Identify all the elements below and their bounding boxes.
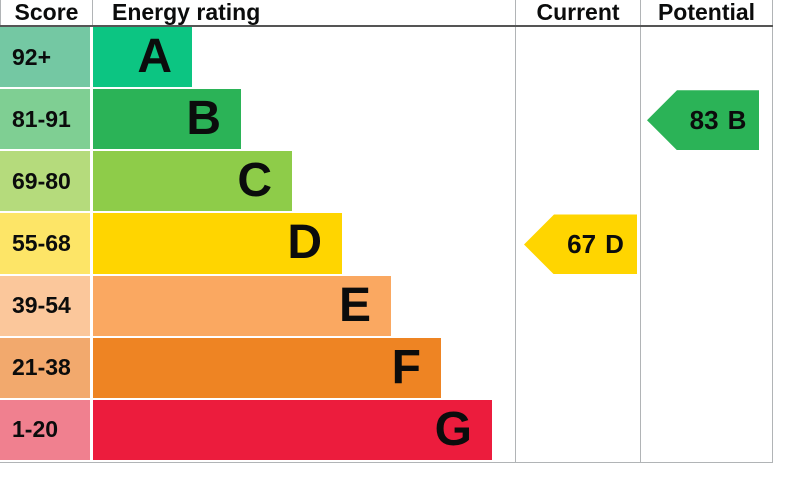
band-bar-zone-d: D <box>93 213 515 276</box>
band-letter-d: D <box>287 216 322 270</box>
band-row-c: 69-80 C <box>0 151 773 214</box>
potential-cell-f <box>640 337 773 400</box>
current-cell-d: 67 D <box>515 213 640 276</box>
band-row-e: 39-54 E <box>0 275 773 338</box>
band-letter-a: A <box>137 30 172 84</box>
potential-cell-a <box>640 27 773 90</box>
band-bar-f: F <box>93 337 441 400</box>
current-score-value: 67 <box>567 228 597 259</box>
current-cell-b <box>515 89 640 152</box>
band-row-d: 55-68 D 67 D <box>0 213 773 276</box>
band-row-a: 92+ A <box>0 27 773 90</box>
current-cell-f <box>515 337 640 400</box>
potential-cell-e <box>640 275 773 338</box>
score-column-header: Score <box>0 0 93 25</box>
current-cell-g <box>515 399 640 462</box>
current-band-letter: D <box>605 228 624 259</box>
epc-energy-rating-chart: Score Energy rating Current Potential 92… <box>0 0 773 463</box>
band-bar-zone-c: C <box>93 151 515 214</box>
header-row: Score Energy rating Current Potential <box>0 0 773 27</box>
current-cell-e <box>515 275 640 338</box>
band-letter-g: G <box>434 402 472 456</box>
band-bar-e: E <box>93 275 391 338</box>
band-score-range-e: 39-54 <box>0 275 93 338</box>
band-bar-zone-b: B <box>93 89 515 152</box>
band-bar-g: G <box>93 399 492 462</box>
band-row-f: 21-38 F <box>0 337 773 400</box>
band-bar-c: C <box>93 151 292 214</box>
band-letter-f: F <box>391 340 421 394</box>
potential-cell-c <box>640 151 773 214</box>
band-rows: 92+ A 81-91 B 83 B <box>0 27 773 463</box>
potential-cell-g <box>640 399 773 462</box>
potential-column-header: Potential <box>640 0 773 25</box>
potential-band-letter: B <box>727 104 747 135</box>
band-row-b: 81-91 B 83 B <box>0 89 773 152</box>
band-bar-zone-a: A <box>93 27 515 90</box>
band-bar-a: A <box>93 27 192 90</box>
potential-score-value: 83 <box>689 104 719 135</box>
potential-cell-d <box>640 213 773 276</box>
band-bar-zone-e: E <box>93 275 515 338</box>
band-row-g: 1-20 G <box>0 399 773 462</box>
potential-rating-arrow: 83 B <box>647 90 759 151</box>
potential-cell-b: 83 B <box>640 89 773 152</box>
band-score-range-a: 92+ <box>0 27 93 90</box>
current-column-header: Current <box>515 0 640 25</box>
current-cell-c <box>515 151 640 214</box>
band-score-range-d: 55-68 <box>0 213 93 276</box>
energy-rating-column-header: Energy rating <box>112 0 261 25</box>
band-score-range-c: 69-80 <box>0 151 93 214</box>
band-bar-b: B <box>93 89 241 152</box>
band-score-range-b: 81-91 <box>0 89 93 152</box>
band-score-range-g: 1-20 <box>0 399 93 462</box>
band-bar-d: D <box>93 213 342 276</box>
band-letter-e: E <box>338 278 371 332</box>
band-letter-c: C <box>237 154 272 208</box>
band-bar-zone-g: G <box>93 399 515 462</box>
band-bar-zone-f: F <box>93 337 515 400</box>
band-letter-b: B <box>186 92 221 146</box>
current-rating-arrow: 67 D <box>524 214 637 275</box>
band-score-range-f: 21-38 <box>0 337 93 400</box>
current-cell-a <box>515 27 640 90</box>
